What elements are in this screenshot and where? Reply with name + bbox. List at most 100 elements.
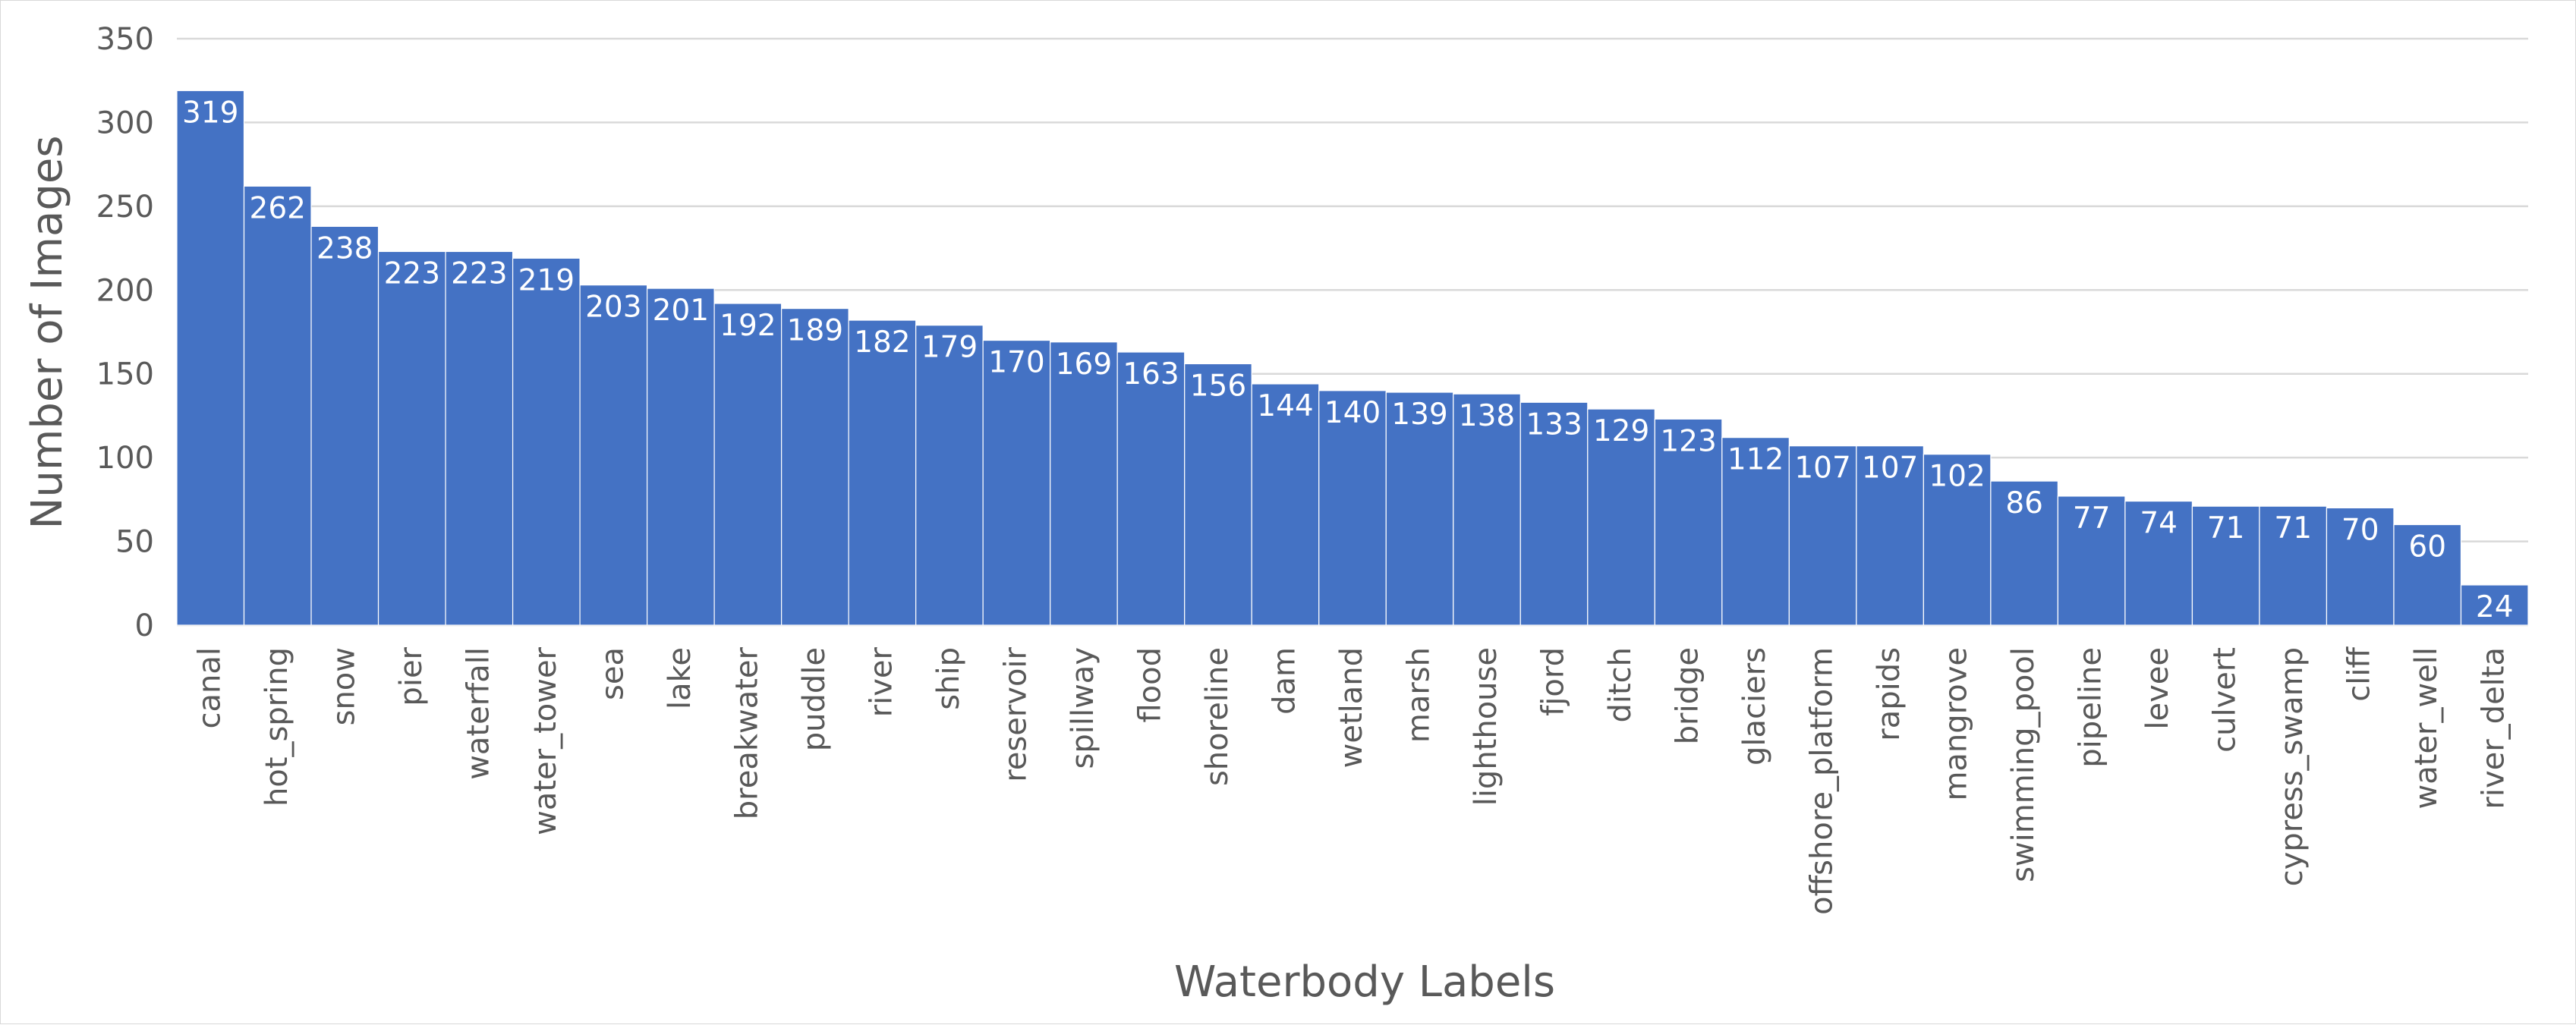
x-tick-label: breakwater (729, 646, 764, 819)
bar-value-label: 144 (1257, 389, 1313, 423)
bar-canal (176, 90, 245, 626)
x-tick-label: lighthouse (1469, 647, 1504, 806)
bar-value-label: 169 (1056, 347, 1112, 382)
bar-value-label: 223 (451, 256, 507, 291)
x-tick-label: flood (1132, 647, 1167, 723)
x-tick-label: ditch (1603, 647, 1638, 723)
bar-reservoir (982, 339, 1051, 626)
y-tick-label: 200 (96, 273, 154, 308)
x-tick-label: river_delta (2477, 647, 2511, 810)
bar-value-label: 129 (1593, 414, 1649, 448)
bar-breakwater (713, 303, 783, 626)
y-tick-label: 350 (96, 22, 154, 57)
x-tick-label: glaciers (1737, 647, 1772, 766)
x-tick-label: reservoir (998, 646, 1033, 781)
bar-value-label: 179 (921, 331, 978, 365)
bar-ditch (1587, 408, 1655, 626)
bar-value-label: 138 (1459, 399, 1515, 433)
bar-levee (2124, 500, 2193, 626)
x-tick-label: bridge (1671, 647, 1705, 744)
bar-value-label: 74 (2140, 507, 2178, 541)
x-axis-ticks: canal hot_spring snow pier waterfall water_to… (192, 646, 2511, 915)
x-tick-label: cypress_swamp (2275, 647, 2310, 886)
bar-value-label: 112 (1727, 443, 1784, 477)
y-tick-label: 50 (115, 525, 154, 560)
x-tick-label: dam (1267, 647, 1302, 715)
bar-value-label: 170 (988, 346, 1044, 380)
bar-hot_spring (243, 185, 312, 626)
bar-value-label: 189 (787, 314, 843, 348)
bar-culvert (2191, 505, 2260, 626)
bar-lake (646, 288, 715, 626)
x-tick-label: spillway (1066, 647, 1101, 769)
bar-value-label: 203 (585, 291, 641, 325)
y-tick-label: 150 (96, 357, 154, 392)
bar-wetland (1318, 390, 1387, 626)
bar-puddle (781, 307, 849, 626)
x-tick-label: sea (595, 647, 630, 700)
x-tick-label: rapids (1872, 647, 1907, 741)
x-tick-label: snow (326, 647, 361, 725)
bar-rapids (1856, 445, 1924, 626)
bar-value-label: 71 (2207, 511, 2245, 546)
bar-value-label: 156 (1190, 369, 1246, 403)
x-tick-label: shoreline (1200, 647, 1235, 786)
bar-shoreline (1184, 363, 1252, 626)
x-tick-label: swimming_pool (2006, 647, 2041, 882)
bar-pipeline (2057, 495, 2126, 626)
bar-swimming_pool (1990, 480, 2059, 626)
x-tick-label: ship (931, 647, 966, 710)
bar-value-label: 77 (2073, 501, 2111, 536)
x-tick-label: levee (2140, 647, 2175, 730)
bar-water_well (2393, 524, 2462, 626)
bar-value-label: 102 (1929, 460, 1985, 494)
bar-value-label: 319 (182, 96, 238, 130)
bar-value-label: 223 (384, 256, 440, 291)
bar-value-label: 139 (1391, 398, 1447, 432)
bar-dam (1251, 383, 1320, 626)
bar-flood (1116, 351, 1186, 626)
x-tick-label: offshore_platform (1805, 647, 1840, 915)
bar-value-label: 86 (2005, 486, 2043, 520)
bar-value-label: 123 (1660, 424, 1716, 458)
bar-value-label: 107 (1794, 451, 1850, 486)
y-tick-label: 250 (96, 190, 154, 225)
bar-snow (310, 225, 379, 626)
bar-data-labels: 319 262 238 223 223 219 203 201 192 189 182 179 170 1… (182, 96, 2514, 624)
bar-sea (579, 285, 648, 626)
y-axis-title: Number of Images (23, 135, 72, 529)
bar-glaciers (1721, 437, 1790, 626)
bar-river_delta (2460, 584, 2529, 626)
x-tick-label: lake (663, 647, 698, 709)
x-tick-label: water_tower (528, 646, 563, 835)
x-tick-label: puddle (797, 647, 832, 751)
bar-value-label: 24 (2476, 590, 2514, 624)
bar-value-label: 140 (1324, 396, 1381, 430)
bar-value-label: 219 (518, 263, 575, 297)
bar-ship (915, 325, 984, 626)
bar-value-label: 238 (316, 231, 373, 266)
bar-value-label: 201 (653, 294, 709, 328)
x-tick-label: mangrove (1939, 647, 1974, 801)
bar-value-label: 133 (1526, 407, 1582, 442)
y-tick-label: 300 (96, 105, 154, 140)
bar-value-label: 163 (1123, 357, 1179, 391)
bar-waterfall (445, 250, 514, 626)
bar-water_tower (512, 257, 581, 626)
x-tick-label: water_well (2409, 647, 2444, 810)
x-tick-label: waterfall (461, 647, 496, 780)
x-tick-label: wetland (1334, 647, 1369, 768)
x-tick-label: pipeline (2074, 647, 2108, 768)
x-tick-label: hot_spring (260, 647, 294, 806)
bar-pier (377, 250, 446, 626)
bar-mangrove (1923, 454, 1992, 626)
bar-value-label: 262 (250, 191, 306, 225)
bar-value-label: 60 (2408, 530, 2446, 564)
bar-value-label: 192 (720, 309, 776, 343)
bar-value-label: 182 (854, 325, 910, 360)
bar-cliff (2326, 507, 2395, 626)
x-tick-label: culvert (2208, 647, 2243, 753)
bars (176, 90, 2529, 626)
